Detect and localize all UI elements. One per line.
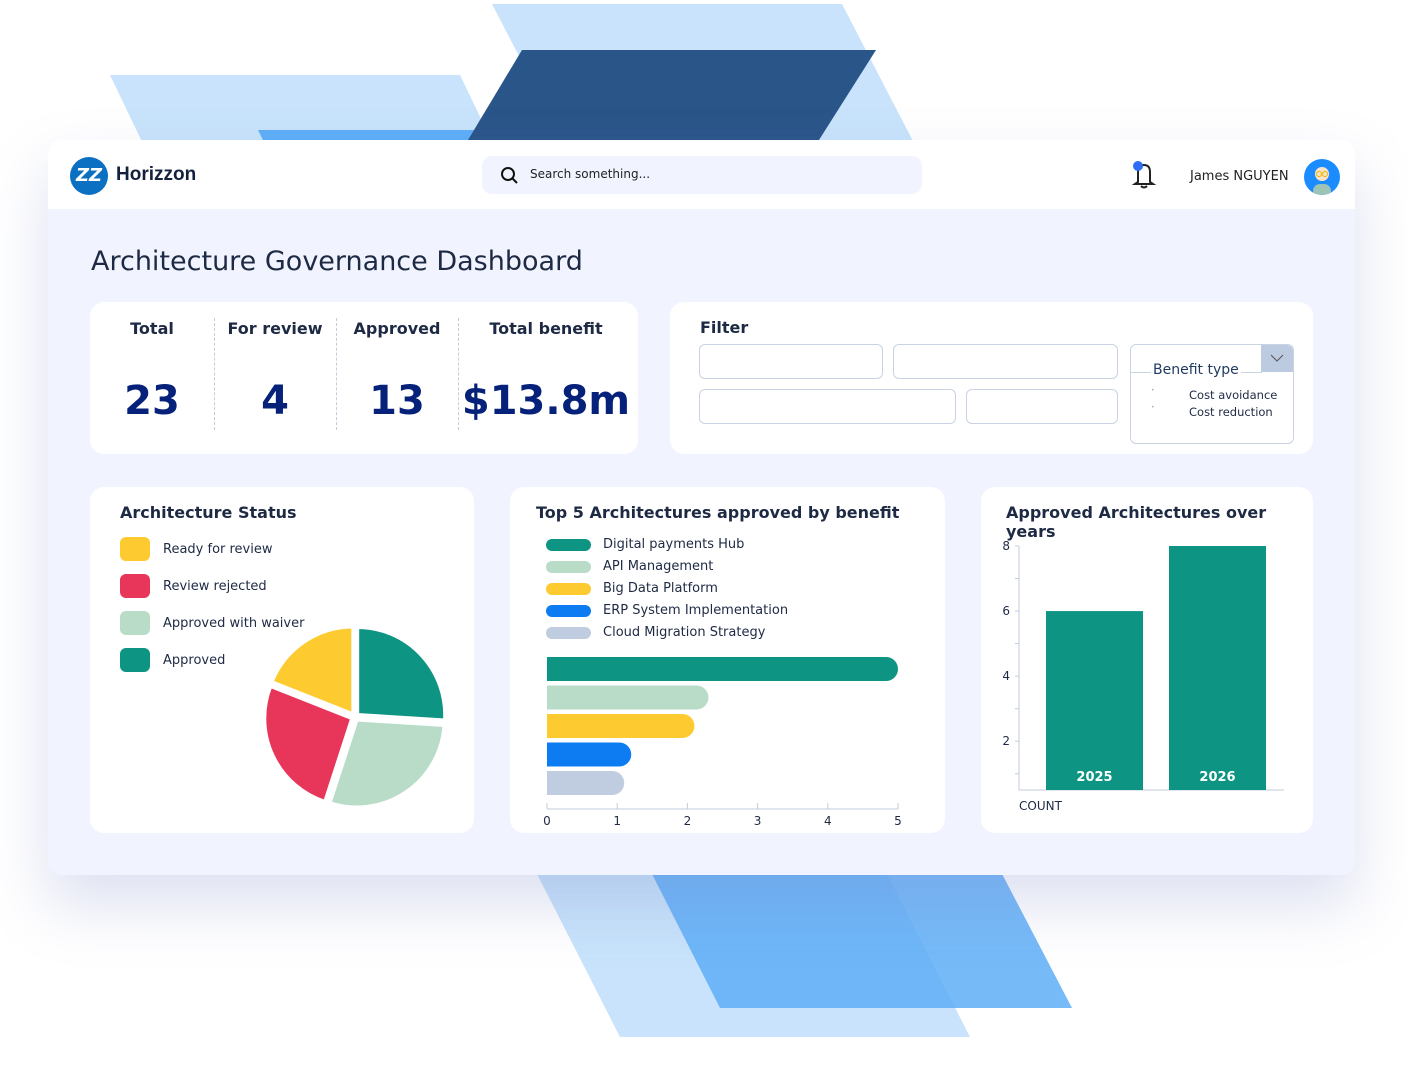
user-name[interactable]: James NGUYEN [1190, 169, 1289, 184]
brand-name: Horizzon [116, 164, 197, 185]
avatar[interactable] [1304, 159, 1340, 195]
y-tick-label: 4 [1002, 669, 1010, 683]
kpi-for-review: For review 4 [214, 302, 336, 424]
filter-title: Filter [700, 318, 749, 337]
legend-item: Big Data Platform [603, 581, 718, 596]
pie-slice-approved[interactable] [355, 624, 448, 723]
legend-swatch [546, 627, 591, 639]
kpi-label: For review [227, 319, 323, 338]
legend-swatch [546, 561, 591, 573]
kpi-label: Total [130, 319, 174, 338]
chart-title: Architecture Status [120, 503, 297, 522]
kpi-approved: Approved 13 [336, 302, 458, 424]
legend-swatch [546, 583, 591, 595]
bar-2025[interactable] [1046, 611, 1143, 790]
pie-chart [262, 624, 448, 810]
pie-slice-ready-for-review[interactable] [268, 624, 356, 718]
kpi-label: Total benefit [489, 319, 603, 338]
legend-item: API Management [603, 559, 714, 574]
chart-title: Top 5 Architectures approved by benefit [536, 503, 900, 522]
y-tick-label: 8 [1002, 539, 1010, 553]
y-tick-label: 2 [1002, 734, 1010, 748]
x-tick-label: 4 [824, 814, 832, 828]
legend-swatch [546, 539, 591, 551]
legend-swatch [546, 605, 591, 617]
bar-digital-payments-hub[interactable] [547, 657, 898, 681]
x-tick-label: 5 [894, 814, 902, 828]
option-cost-avoidance[interactable]: Cost avoidance [1189, 388, 1278, 402]
filter-field-1[interactable] [699, 344, 883, 379]
pie-slice-approved-with-waiver[interactable] [326, 717, 447, 810]
kpi-value: $13.8m [461, 378, 631, 424]
kpi-total-benefit: Total benefit $13.8m [458, 302, 634, 424]
kpi-value: 13 [369, 378, 425, 424]
kpi-value: 4 [261, 378, 289, 424]
x-tick-label: 0 [543, 814, 551, 828]
legend-item: Ready for review [163, 542, 273, 557]
logo: ZZ [70, 157, 108, 195]
x-axis-label: COUNT [1019, 799, 1063, 813]
search-input[interactable]: Search something... [482, 156, 922, 194]
legend-item: ERP System Implementation [603, 603, 789, 618]
kpi-card: Total 23 For review 4 Approved 13 Total ben… [90, 302, 638, 454]
benefit-type-select[interactable]: Benefit type • Cost avoidance • Cost red… [1130, 344, 1294, 444]
legend-swatch [120, 537, 150, 561]
filter-card: Filter Benefit type • Cost avoidance • C… [670, 302, 1313, 454]
legend-item: Approved [163, 653, 226, 668]
pie-slice-review-rejected[interactable] [262, 683, 355, 805]
kpi-value: 23 [124, 378, 180, 424]
x-tick-label: 1 [613, 814, 621, 828]
filter-field-3[interactable] [699, 389, 956, 424]
kpi-label: Approved [353, 319, 441, 338]
top-bar: ZZ Horizzon Search something... James NG… [48, 140, 1355, 209]
years-card: Approved Architectures over years 2 4 6 8 20… [981, 487, 1313, 833]
option-cost-reduction[interactable]: Cost reduction [1189, 405, 1273, 419]
bar-cloud-migration-strategy[interactable] [547, 771, 625, 795]
chevron-down-icon[interactable] [1261, 345, 1293, 372]
bar-2026[interactable] [1169, 546, 1266, 790]
legend-item: Approved with waiver [163, 616, 305, 631]
legend-item: Digital payments Hub [603, 537, 745, 552]
bar-api-management[interactable] [547, 685, 709, 710]
top5-card: Top 5 Architectures approved by benefit … [510, 487, 945, 833]
x-tick-label: 3 [754, 814, 762, 828]
filter-field-4[interactable] [966, 389, 1118, 424]
legend-swatch [120, 574, 150, 598]
x-tick-label: 2 [684, 814, 692, 828]
filter-field-2[interactable] [893, 344, 1118, 379]
benefit-type-label: Benefit type [1151, 362, 1241, 378]
legend-swatch [120, 648, 150, 672]
legend-item: Cloud Migration Strategy [603, 625, 766, 640]
horizontal-bar-chart: 0 1 2 3 4 5 [543, 657, 902, 828]
page-title: Architecture Governance Dashboard [91, 246, 583, 277]
bar-big-data-platform[interactable] [547, 714, 695, 738]
dashboard-window: ZZ Horizzon Search something... James NG… [48, 140, 1355, 875]
vertical-bar-chart: 2 4 6 8 2025 2026 COUNT [1002, 539, 1284, 813]
search-placeholder: Search something... [530, 167, 651, 181]
bar-erp-system-implementation[interactable] [547, 742, 632, 767]
search-icon [501, 167, 518, 184]
bar-label: 2025 [1076, 770, 1112, 785]
bell-icon[interactable] [1130, 160, 1158, 190]
bar-label: 2026 [1199, 770, 1235, 785]
architecture-status-card: Architecture Status Ready for review Rev… [90, 487, 474, 833]
legend-swatch [120, 611, 150, 635]
legend-item: Review rejected [163, 579, 267, 594]
kpi-total: Total 23 [90, 302, 214, 424]
y-tick-label: 6 [1002, 604, 1010, 618]
chart-title: Approved Architectures over years [1006, 503, 1267, 541]
